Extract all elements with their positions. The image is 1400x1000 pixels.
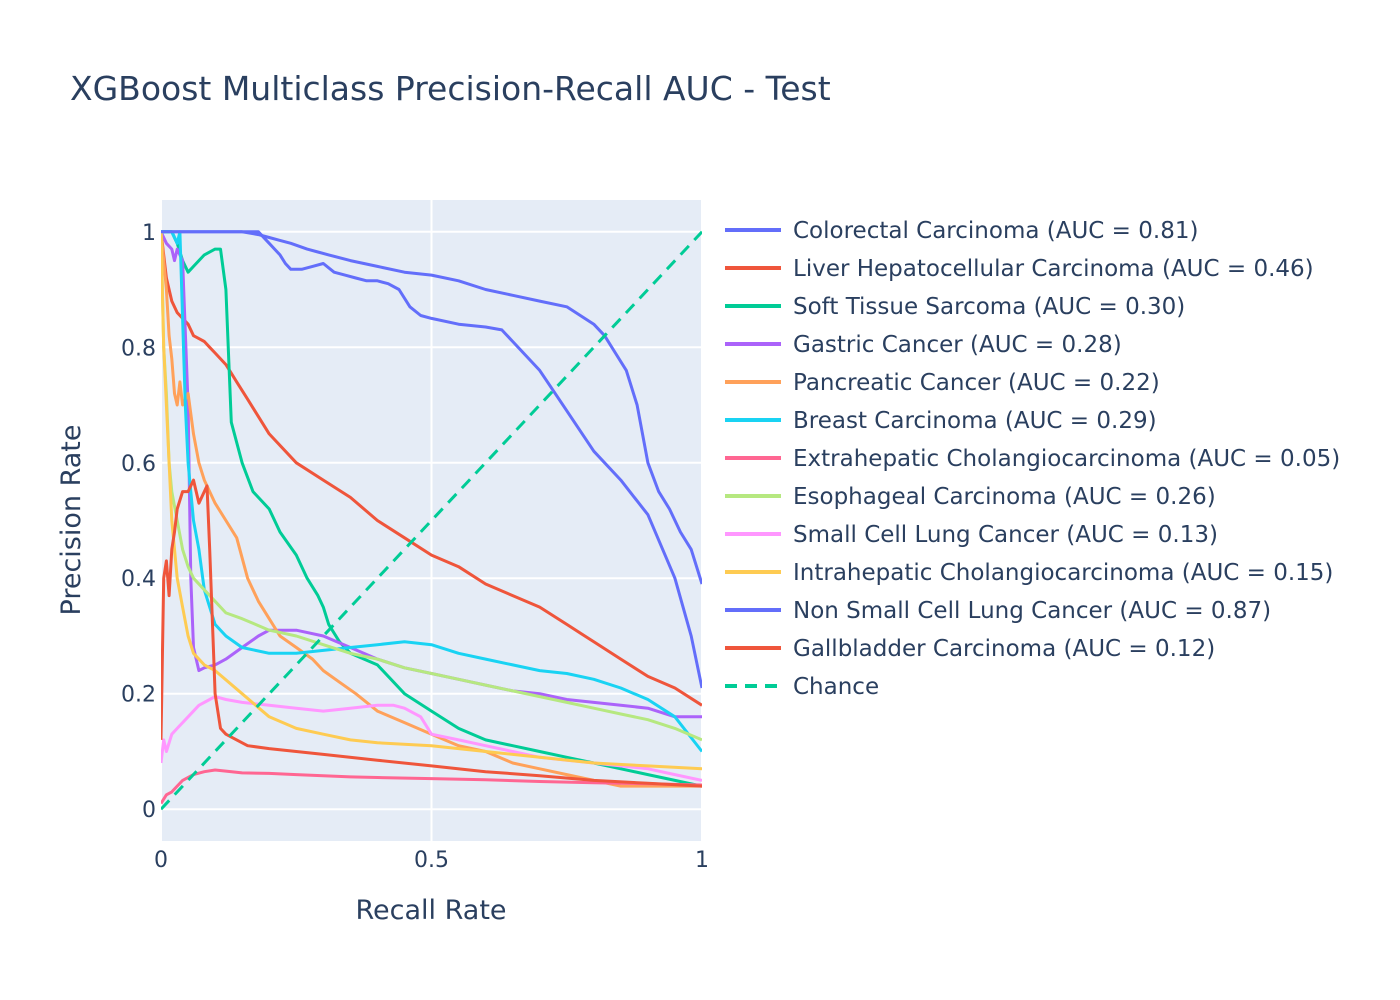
legend-item-0[interactable]: Colorectal Carcinoma (AUC = 0.81) — [725, 218, 1198, 244]
y-tick-label-0: 0 — [142, 798, 156, 823]
x-axis-title: Recall Rate — [355, 895, 506, 926]
tick-labels: 0 0.5 1 0 0.2 0.4 0.6 0.8 1 — [121, 221, 709, 873]
legend-label-7: Esophageal Carcinoma (AUC = 0.26) — [793, 484, 1216, 510]
series-line-3 — [161, 231, 702, 719]
legend-item-12[interactable]: Chance — [725, 674, 879, 700]
y-tick-label-2: 0.4 — [121, 567, 156, 592]
series-line-9 — [161, 231, 702, 771]
legend[interactable]: Colorectal Carcinoma (AUC = 0.81) Liver H… — [725, 218, 1340, 700]
legend-item-8[interactable]: Small Cell Lung Cancer (AUC = 0.13) — [725, 522, 1218, 548]
legend-item-7[interactable]: Esophageal Carcinoma (AUC = 0.26) — [725, 484, 1216, 510]
series-line-4 — [161, 231, 702, 788]
legend-item-4[interactable]: Pancreatic Cancer (AUC = 0.22) — [725, 370, 1160, 396]
legend-label-6: Extrahepatic Cholangiocarcinoma (AUC = 0… — [793, 446, 1340, 472]
series-line-12 — [161, 230, 702, 811]
legend-item-5[interactable]: Breast Carcinoma (AUC = 0.29) — [725, 408, 1157, 434]
legend-item-10[interactable]: Non Small Cell Lung Cancer (AUC = 0.87) — [725, 598, 1271, 624]
series-line-10 — [161, 230, 702, 689]
legend-label-2: Soft Tissue Sarcoma (AUC = 0.30) — [793, 294, 1185, 320]
legend-label-8: Small Cell Lung Cancer (AUC = 0.13) — [793, 522, 1218, 548]
legend-item-2[interactable]: Soft Tissue Sarcoma (AUC = 0.30) — [725, 294, 1185, 320]
legend-label-12: Chance — [793, 674, 879, 700]
legend-item-11[interactable]: Gallbladder Carcinoma (AUC = 0.12) — [725, 636, 1215, 662]
x-tick-label-0: 0 — [154, 848, 168, 873]
y-tick-label-1: 0.2 — [121, 683, 156, 708]
legend-label-3: Gastric Cancer (AUC = 0.28) — [793, 332, 1122, 358]
legend-label-0: Colorectal Carcinoma (AUC = 0.81) — [793, 218, 1198, 244]
y-tick-label-4: 0.8 — [121, 336, 156, 361]
series-line-1 — [161, 231, 702, 707]
legend-label-4: Pancreatic Cancer (AUC = 0.22) — [793, 370, 1160, 396]
y-tick-label-3: 0.6 — [121, 452, 156, 477]
legend-label-5: Breast Carcinoma (AUC = 0.29) — [793, 408, 1157, 434]
legend-label-11: Gallbladder Carcinoma (AUC = 0.12) — [793, 636, 1215, 662]
x-tick-label-1: 0.5 — [414, 848, 449, 873]
x-tick-label-2: 1 — [695, 848, 709, 873]
legend-label-10: Non Small Cell Lung Cancer (AUC = 0.87) — [793, 598, 1271, 624]
legend-label-9: Intrahepatic Cholangiocarcinoma (AUC = 0… — [793, 560, 1333, 586]
y-axis-title: Precision Rate — [56, 425, 87, 616]
legend-label-1: Liver Hepatocellular Carcinoma (AUC = 0.… — [793, 256, 1314, 282]
series-line-11 — [161, 478, 702, 788]
series-line-0 — [161, 230, 702, 585]
legend-item-3[interactable]: Gastric Cancer (AUC = 0.28) — [725, 332, 1122, 358]
chart-title: XGBoost Multiclass Precision-Recall AUC … — [70, 69, 831, 108]
series-lines — [161, 230, 702, 811]
series-line-6 — [161, 768, 702, 805]
series-line-2 — [161, 230, 702, 788]
series-line-5 — [161, 230, 702, 753]
legend-item-6[interactable]: Extrahepatic Cholangiocarcinoma (AUC = 0… — [725, 446, 1340, 472]
legend-item-1[interactable]: Liver Hepatocellular Carcinoma (AUC = 0.… — [725, 256, 1314, 282]
legend-item-9[interactable]: Intrahepatic Cholangiocarcinoma (AUC = 0… — [725, 560, 1333, 586]
y-tick-label-5: 1 — [142, 221, 156, 246]
